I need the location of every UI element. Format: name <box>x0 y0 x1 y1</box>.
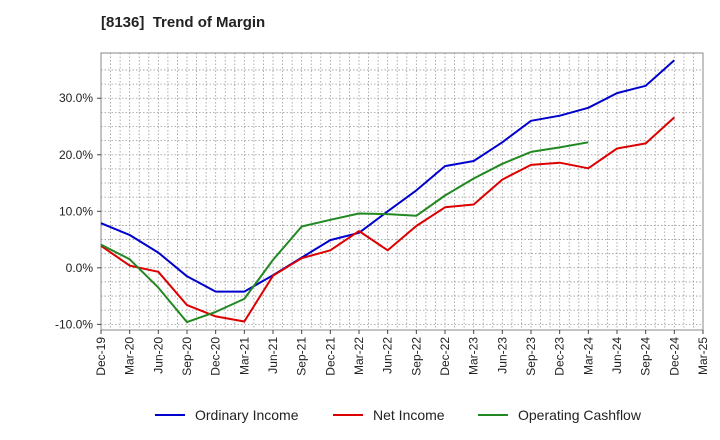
y-tick-label: 30.0% <box>59 91 93 105</box>
x-tick-label: Dec-23 <box>553 337 567 376</box>
plot-area <box>100 52 704 331</box>
x-tick-label: Dec-21 <box>323 337 337 376</box>
y-tick-label: 0.0% <box>66 261 94 275</box>
x-tick-label: Sep-20 <box>180 337 194 376</box>
x-tick-label: Jun-21 <box>266 337 280 374</box>
x-tick-label: Jun-23 <box>495 337 509 374</box>
x-tick-label: Sep-22 <box>409 337 423 376</box>
x-tick-label: Dec-19 <box>94 337 108 376</box>
legend-label: Ordinary Income <box>195 407 299 423</box>
x-tick-label: Sep-24 <box>639 337 653 376</box>
legend: Ordinary Income Net Income Operating Cashf… <box>155 407 642 423</box>
x-tick-label: Jun-22 <box>381 337 395 374</box>
x-tick-label: Mar-25 <box>696 337 710 375</box>
x-tick-label: Mar-20 <box>123 337 137 375</box>
y-axis-ticks: -10.0% 0.0% 10.0% 20.0% 30.0% <box>55 91 101 331</box>
x-tick-label: Dec-24 <box>667 337 681 376</box>
x-tick-label: Jun-20 <box>151 337 165 374</box>
series-lines <box>100 59 675 324</box>
series-line-ordinary-income <box>100 59 675 293</box>
chart-title: [8136] Trend of Margin <box>101 14 266 31</box>
y-tick-label: 10.0% <box>59 204 93 218</box>
y-tick-label: 20.0% <box>59 148 93 162</box>
gridlines <box>100 53 704 330</box>
x-tick-label: Jun-24 <box>610 337 624 374</box>
x-tick-label: Mar-22 <box>352 337 366 375</box>
legend-label: Operating Cashflow <box>518 407 642 423</box>
x-tick-label: Dec-22 <box>438 337 452 376</box>
x-tick-label: Sep-21 <box>295 337 309 376</box>
x-tick-label: Mar-21 <box>237 337 251 375</box>
legend-label: Net Income <box>373 407 445 423</box>
series-line-net-income <box>100 116 675 323</box>
x-tick-label: Mar-24 <box>581 337 595 375</box>
x-axis-ticks: Dec-19 Mar-20 Jun-20 Sep-20 Dec-20 Mar-21 Jun-… <box>94 330 710 376</box>
series-line-operating-cashflow <box>100 141 589 324</box>
x-tick-label: Dec-20 <box>209 337 223 376</box>
x-tick-label: Mar-23 <box>467 337 481 375</box>
y-tick-label: -10.0% <box>55 317 93 331</box>
x-tick-label: Sep-23 <box>524 337 538 376</box>
